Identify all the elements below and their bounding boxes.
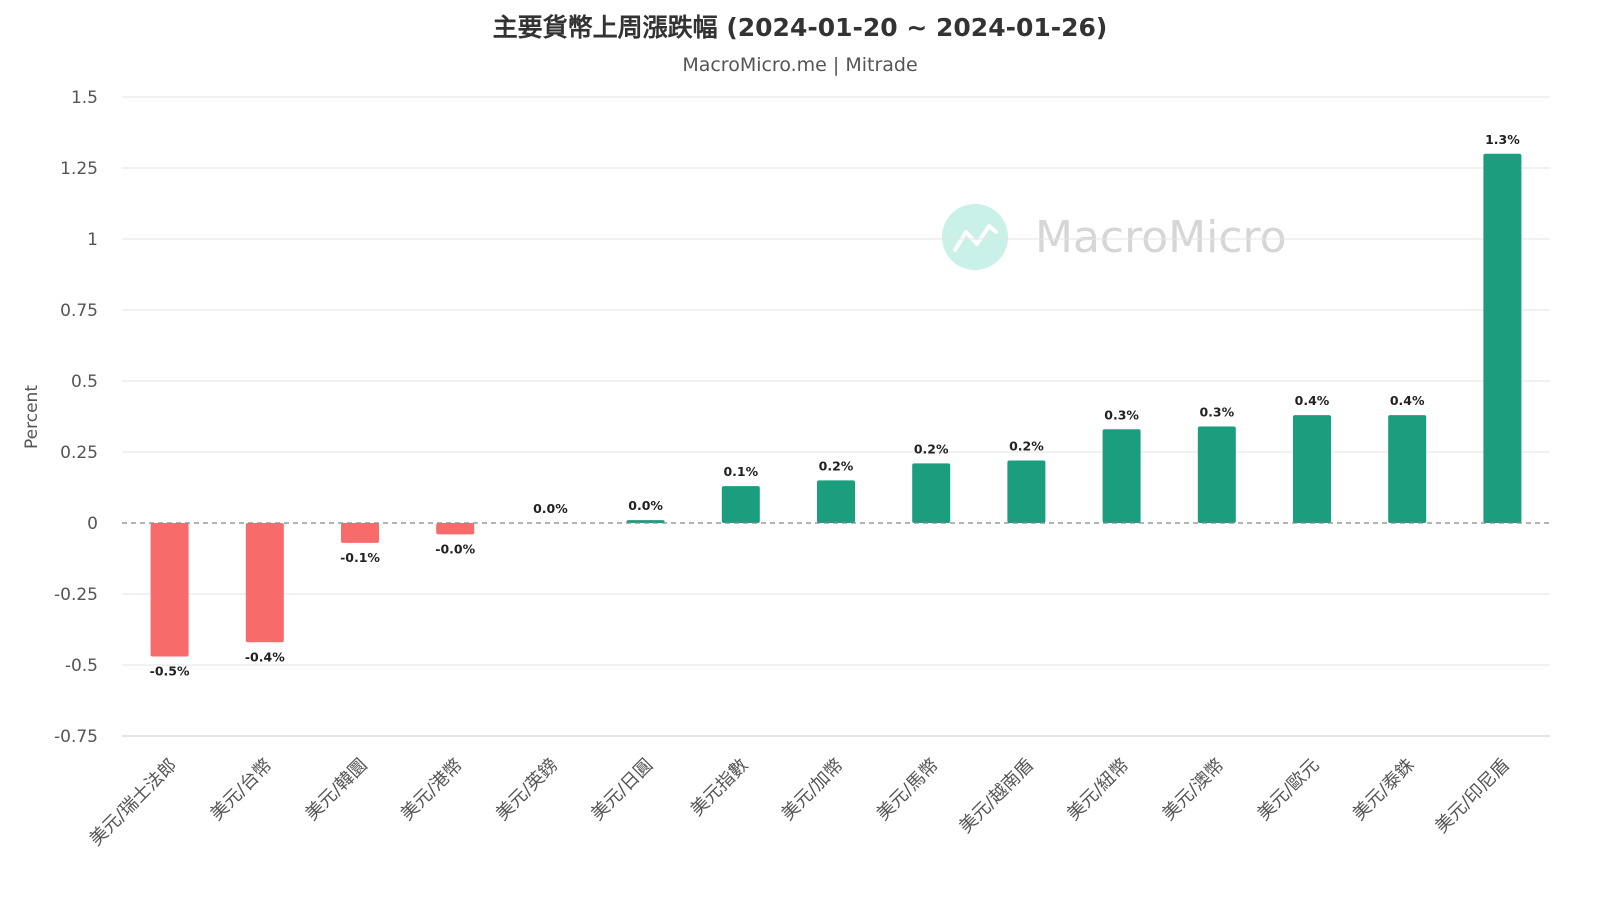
y-tick-label: -0.75 [54, 727, 98, 747]
watermark-chart-icon [953, 224, 998, 252]
y-tick-label: 1.5 [71, 88, 98, 108]
x-tick-label: 美元/韓圜 [301, 755, 371, 825]
bar[interactable] [626, 520, 665, 523]
chart-subtitle: MacroMicro.me | Mitrade [682, 54, 918, 76]
x-tick-label: 美元/印尼盾 [1431, 755, 1514, 838]
bar[interactable] [817, 480, 855, 523]
x-tick-label: 美元/澳幣 [1158, 755, 1228, 825]
data-label: 0.0% [628, 498, 663, 513]
y-tick-label: 1 [87, 230, 98, 250]
data-label: 1.3% [1485, 132, 1520, 147]
x-tick-label: 美元/越南盾 [955, 755, 1038, 838]
chart-title: 主要貨幣上周漲跌幅 (2024-01-20 ~ 2024-01-26) [492, 13, 1108, 42]
x-tick-label: 美元/泰銖 [1349, 755, 1419, 825]
x-tick-label: 美元/港幣 [397, 755, 467, 825]
bar[interactable] [1388, 415, 1427, 523]
watermark: MacroMicro [942, 204, 1287, 270]
data-label: 0.2% [1009, 439, 1044, 454]
bar[interactable] [1197, 426, 1236, 523]
bar[interactable] [150, 523, 189, 657]
y-tick-label: -0.25 [54, 585, 98, 605]
bar[interactable] [1007, 460, 1046, 523]
y-tick-label: -0.5 [65, 656, 98, 676]
data-label: 0.2% [819, 458, 854, 473]
bar[interactable] [1483, 153, 1522, 524]
data-label: 0.4% [1390, 393, 1425, 408]
data-label: -0.0% [435, 541, 475, 556]
data-label: 0.0% [533, 501, 568, 516]
y-tick-label: 0 [87, 514, 98, 534]
bar[interactable] [245, 523, 284, 643]
data-label: -0.5% [150, 663, 190, 678]
y-tick-label: 1.25 [60, 159, 98, 179]
bar[interactable] [1102, 429, 1141, 523]
x-tick-label: 美元/英鎊 [492, 755, 562, 825]
bar[interactable] [436, 523, 475, 535]
data-label: 0.1% [723, 464, 758, 479]
x-tick-label: 美元/紐幣 [1063, 755, 1133, 825]
data-label: 0.3% [1104, 407, 1139, 422]
grid-layer: 1.5 1.25 1 0.75 0.5 0.25 0 -0.25 -0.5 -0.75 [54, 88, 1550, 747]
y-axis-label: Percent [22, 385, 42, 449]
data-label: 0.2% [914, 441, 949, 456]
bars-layer [150, 153, 1522, 657]
y-tick-label: 0.75 [60, 301, 98, 321]
y-tick-label: 0.5 [71, 372, 98, 392]
watermark-logo-icon [942, 204, 1008, 270]
bar[interactable] [341, 523, 379, 543]
bar[interactable] [721, 486, 760, 523]
x-tick-label: 美元/台幣 [206, 755, 276, 825]
data-label: -0.1% [340, 550, 380, 565]
x-tick-label: 美元/馬幣 [873, 755, 943, 825]
y-tick-label: 0.25 [60, 443, 98, 463]
data-label: -0.4% [245, 649, 285, 664]
data-label: 0.3% [1199, 404, 1234, 419]
bar[interactable] [912, 463, 951, 523]
data-label: 0.4% [1295, 393, 1330, 408]
bar[interactable] [1293, 415, 1331, 523]
x-tick-label: 美元/加幣 [777, 755, 847, 825]
x-tick-label: 美元/日圓 [587, 755, 657, 825]
x-tick-label: 美元指數 [687, 755, 753, 821]
x-tick-label: 美元/瑞士法郎 [86, 755, 182, 851]
watermark-text: MacroMicro [1035, 212, 1287, 263]
x-tick-label: 美元/歐元 [1253, 755, 1323, 825]
